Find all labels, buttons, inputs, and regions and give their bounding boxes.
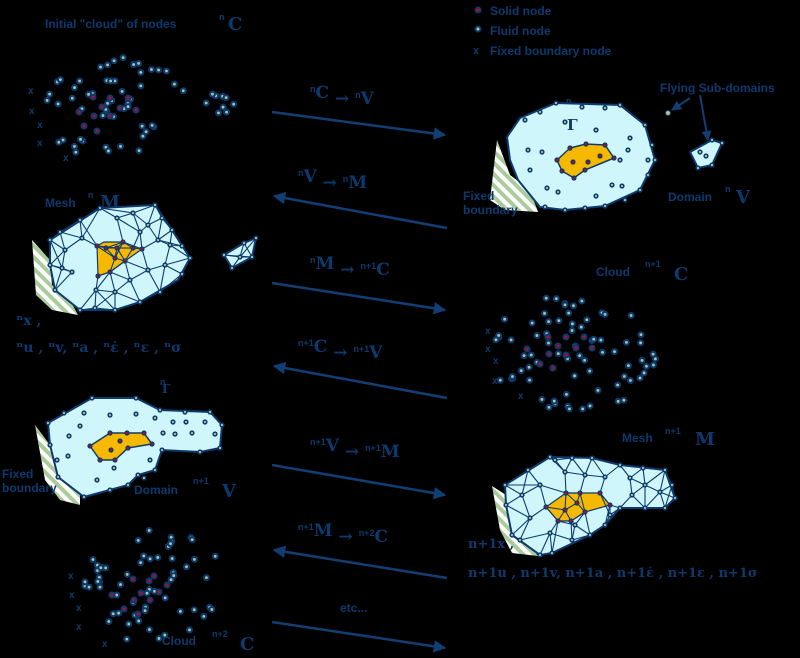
legend-solid-label: Solid node	[490, 4, 552, 18]
step-arrow	[272, 545, 448, 580]
svg-text:x: x	[69, 590, 75, 601]
legend-fluid-label: Fluid node	[490, 24, 551, 38]
svg-text:Fixed: Fixed	[2, 467, 33, 481]
fixed-boundary-label: Fixed	[463, 189, 494, 203]
state-vars-x: ⁿx ,	[16, 313, 41, 329]
svg-text:n: n	[725, 184, 731, 194]
svg-text:C: C	[240, 634, 254, 655]
step-label: nC → nV	[310, 83, 375, 109]
step-label: n+1M → n+2C	[298, 521, 388, 547]
svg-text:n+1: n+1	[193, 476, 209, 486]
svg-text:x: x	[29, 106, 35, 117]
flying-subdomains-label: Flying Sub-domains	[660, 81, 775, 95]
svg-text:x: x	[28, 86, 34, 97]
svg-text:x: x	[485, 344, 491, 355]
svg-text:x: x	[37, 138, 43, 149]
initial-cloud-label: Initial "cloud" of nodes	[45, 17, 177, 31]
gamma-symbol: Γ	[567, 116, 578, 134]
step-arrow	[272, 191, 448, 230]
state-vars-n: ⁿu , ⁿv, ⁿa , ⁿε̇ , ⁿε , ⁿσ	[16, 339, 181, 356]
svg-text:Domain: Domain	[134, 483, 178, 497]
svg-text:n: n	[566, 96, 572, 106]
step-arrows: nC → nV nV → nM nM → n+1C n+1C → n+1V n+1V →…	[271, 83, 448, 653]
domain-n	[490, 94, 725, 213]
svg-text:x: x	[493, 356, 499, 367]
svg-text:C: C	[674, 264, 688, 285]
step-label: etc...	[340, 601, 367, 615]
cloud-n1-label: Cloud	[596, 265, 630, 279]
step-arrow	[271, 463, 447, 500]
svg-text:x: x	[63, 153, 69, 164]
step-arrow	[271, 281, 447, 315]
legend-fixed-label: Fixed boundary node	[490, 44, 612, 58]
svg-text:M: M	[100, 192, 120, 213]
step-arrow	[271, 620, 447, 653]
svg-text:Mesh: Mesh	[622, 431, 653, 445]
svg-text:x: x	[76, 603, 82, 614]
svg-text:x: x	[76, 622, 82, 633]
mesh-n1	[492, 454, 678, 558]
cloud-symbol: C	[228, 14, 242, 35]
svg-text:x: x	[518, 391, 524, 402]
step-label: n+1V → n+1M	[310, 436, 400, 462]
svg-text:n: n	[219, 12, 225, 22]
svg-text:n: n	[88, 190, 94, 200]
svg-text:n+2: n+2	[212, 629, 228, 639]
step-arrow	[271, 110, 447, 140]
step-label: nM → n+1C	[310, 254, 390, 280]
svg-text:x: x	[68, 571, 74, 582]
svg-text:x: x	[485, 326, 491, 337]
svg-text:Γ: Γ	[162, 382, 171, 396]
domain-label: Domain	[668, 190, 712, 204]
step-arrow	[272, 361, 448, 400]
step-label: n+1C → n+1V	[298, 337, 383, 363]
svg-text:Cloud: Cloud	[162, 634, 196, 648]
mesh-n	[32, 202, 259, 315]
svg-text:x: x	[37, 120, 43, 131]
svg-text:boundary: boundary	[463, 203, 518, 217]
fixed-node-icon: x	[473, 45, 480, 57]
svg-text:n+1: n+1	[665, 426, 681, 436]
svg-text:n+1x ,: n+1x ,	[468, 537, 514, 552]
svg-text:n+1u , n+1v, n+1a , n+1ε̇ , n+: n+1u , n+1v, n+1a , n+1ε̇ , n+1ε , n+1σ	[468, 566, 757, 581]
svg-text:n: n	[160, 377, 166, 387]
svg-text:M: M	[695, 429, 715, 450]
domain-n1	[35, 395, 225, 505]
step-label: nV → nM	[298, 167, 367, 193]
svg-text:n+1: n+1	[645, 259, 661, 269]
mesh-label: Mesh	[45, 196, 76, 210]
svg-text:x: x	[492, 376, 498, 387]
legend: Solid node Fluid node x Fixed boundary n…	[473, 4, 612, 58]
svg-text:boundary: boundary	[2, 481, 57, 495]
svg-text:V: V	[735, 187, 751, 208]
svg-text:V: V	[221, 481, 237, 502]
svg-text:x: x	[102, 639, 108, 650]
